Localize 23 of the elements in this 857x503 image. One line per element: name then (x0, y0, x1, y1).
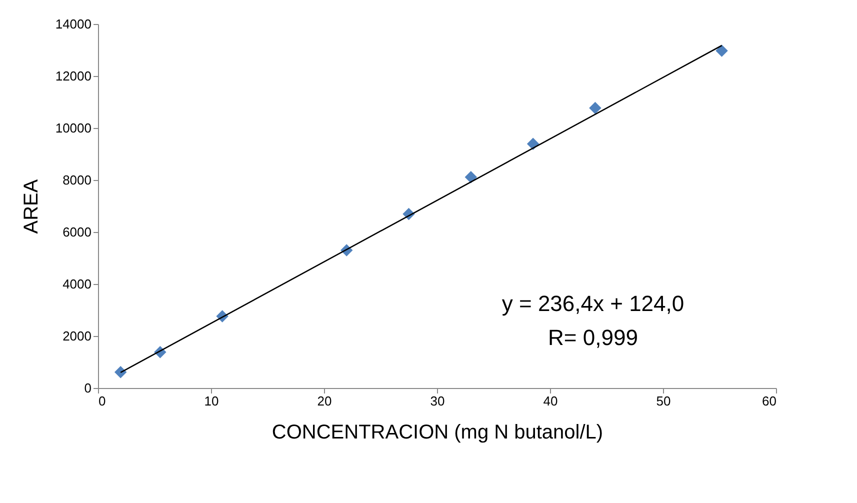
annotation: y = 236,4x + 124,0 (502, 291, 684, 316)
y-tick-label: 2000 (62, 328, 92, 344)
y-tick-label: 10000 (55, 120, 92, 136)
point (716, 44, 728, 57)
y-tick-label: 8000 (62, 172, 92, 188)
x-tick-label: 30 (430, 394, 445, 408)
x-tick-label: 10 (204, 394, 219, 408)
x-tick-label: 40 (543, 394, 558, 408)
point (589, 102, 602, 114)
x-tick-label: 0 (98, 394, 106, 408)
y-tick-label: 12000 (55, 68, 92, 84)
x-axis-title: CONCENTRACION (mg N butanol/L) (272, 422, 604, 444)
x-tick-label: 20 (317, 394, 332, 408)
y-tick-label: 6000 (62, 224, 92, 240)
x-tick-label: 60 (762, 394, 776, 408)
x-tick-label: 50 (656, 394, 671, 408)
y-tick-label: 0 (84, 380, 92, 396)
annotation: R= 0,999 (548, 325, 638, 350)
point (114, 366, 127, 378)
point (464, 171, 478, 184)
y-tick-label: 4000 (62, 276, 92, 292)
y-tick-label: 14000 (55, 16, 92, 32)
y-axis-title: AREA (20, 178, 42, 234)
